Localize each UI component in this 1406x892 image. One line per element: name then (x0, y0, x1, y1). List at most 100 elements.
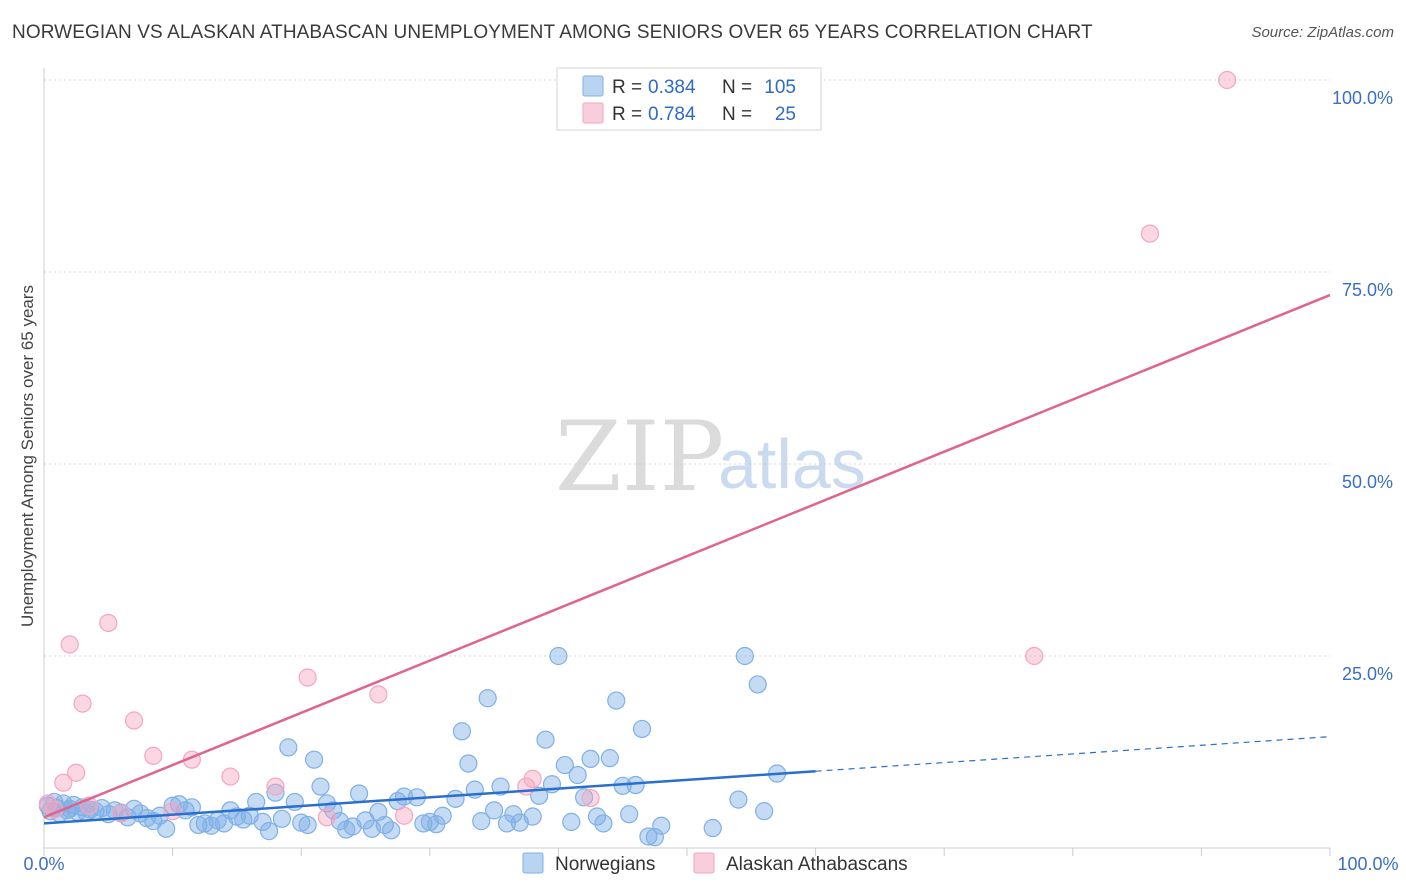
source-label: Source: ZipAtlas.com (1251, 24, 1394, 41)
data-point (1025, 646, 1044, 666)
data-point (575, 788, 594, 807)
data-point (298, 815, 317, 835)
data-point (478, 689, 497, 708)
data-point (73, 694, 92, 713)
data-point (491, 777, 510, 796)
data-point (304, 750, 324, 769)
data-point (259, 822, 279, 841)
data-point (632, 719, 652, 739)
data-point (279, 738, 298, 757)
data-point (272, 809, 292, 828)
data-point (163, 802, 182, 821)
series-layer (38, 70, 1237, 847)
legend-r-label-alaskan-athabascans: R = (612, 104, 642, 125)
trend-line-0 (43, 769, 816, 825)
data-point (594, 814, 613, 833)
data-point (394, 806, 414, 825)
data-point (485, 801, 504, 820)
data-point (562, 812, 581, 831)
data-point (382, 821, 401, 840)
data-point (755, 802, 774, 821)
watermark: ZIP atlas (555, 401, 866, 513)
data-point (221, 767, 240, 786)
data-point (317, 808, 337, 827)
data-point (523, 769, 542, 788)
bottom-legend-label-norwegians: Norwegians (555, 854, 655, 875)
series-0 (38, 646, 787, 847)
data-point (124, 711, 144, 730)
data-point (1218, 70, 1237, 90)
data-point (497, 814, 517, 833)
data-point (530, 786, 549, 805)
data-point (54, 773, 73, 792)
bottom-legend-swatch-alaskan-athabascans (693, 852, 715, 874)
data-point (581, 749, 600, 769)
legend-swatch-alaskan-athabascans (582, 102, 604, 124)
data-point (729, 790, 748, 809)
y-tick-label-75: 75.0% (1342, 280, 1393, 300)
data-point (324, 801, 343, 820)
trend-line-extension-0 (815, 736, 1331, 772)
data-point (157, 819, 176, 838)
data-point (67, 763, 86, 782)
data-point (394, 787, 414, 806)
data-point (349, 784, 369, 803)
data-point (433, 806, 452, 825)
data-point (748, 675, 767, 694)
data-point (60, 635, 79, 654)
y-tick-label-100: 100.0% (1332, 88, 1393, 108)
data-point (735, 646, 754, 666)
bottom-legend-label-alaskan-athabascans: Alaskan Athabascans (726, 854, 908, 875)
data-point (247, 792, 266, 812)
data-point (144, 746, 163, 765)
data-point (652, 816, 671, 835)
data-point (549, 646, 568, 666)
data-point (581, 788, 600, 808)
data-point (607, 691, 626, 710)
data-point (1140, 224, 1160, 243)
data-point (703, 818, 722, 838)
data-point (472, 812, 491, 831)
data-point (189, 815, 208, 835)
x-tick-label-left: 0.0% (23, 854, 64, 874)
watermark-atlas: atlas (718, 425, 866, 503)
data-point (600, 749, 619, 768)
legend-r-label-norwegians: R = (612, 77, 642, 98)
watermark-zip: ZIP (555, 401, 724, 513)
legend-swatch-norwegians (582, 75, 604, 97)
legend-r-value-alaskan-athabascans: 0.784 (648, 104, 696, 125)
data-point (369, 685, 388, 704)
trend-layer (43, 293, 1331, 825)
data-point (446, 789, 465, 808)
y-tick-label-25: 25.0% (1342, 664, 1393, 684)
gridlines (44, 79, 1330, 657)
data-point (253, 812, 272, 831)
data-point (452, 722, 472, 741)
legend-r-value-norwegians: 0.384 (648, 77, 696, 98)
stats-legend: R = 0.384 N = 105 R = 0.784 N = 25 (556, 67, 822, 131)
data-point (182, 798, 201, 817)
data-point (639, 827, 658, 846)
data-point (587, 807, 607, 826)
bottom-legend-swatch-norwegians (522, 852, 544, 874)
data-point (298, 668, 317, 687)
x-tick-label-right: 100.0% (1337, 854, 1398, 874)
data-point (523, 807, 542, 826)
chart-title: NORWEGIAN VS ALASKAN ATHABASCAN UNEMPLOY… (12, 22, 1093, 43)
series-1 (38, 70, 1237, 827)
legend-n-value-norwegians: 105 (764, 77, 796, 98)
data-point (99, 613, 118, 633)
legend-n-value-alaskan-athabascans: 25 (775, 104, 796, 125)
data-point (568, 765, 587, 785)
y-tick-label-50: 50.0% (1342, 472, 1393, 492)
legend-n-label-alaskan-athabascans: N = (722, 104, 752, 125)
series-legend: Norwegians Alaskan Athabascans (522, 852, 908, 875)
data-point (266, 777, 285, 796)
x-ticks (43, 848, 1331, 856)
data-point (620, 805, 639, 824)
data-point (555, 755, 574, 775)
data-point (414, 814, 433, 833)
data-point (266, 783, 285, 802)
y-tick-labels: 100.0% 75.0% 50.0% 25.0% (1332, 88, 1393, 684)
